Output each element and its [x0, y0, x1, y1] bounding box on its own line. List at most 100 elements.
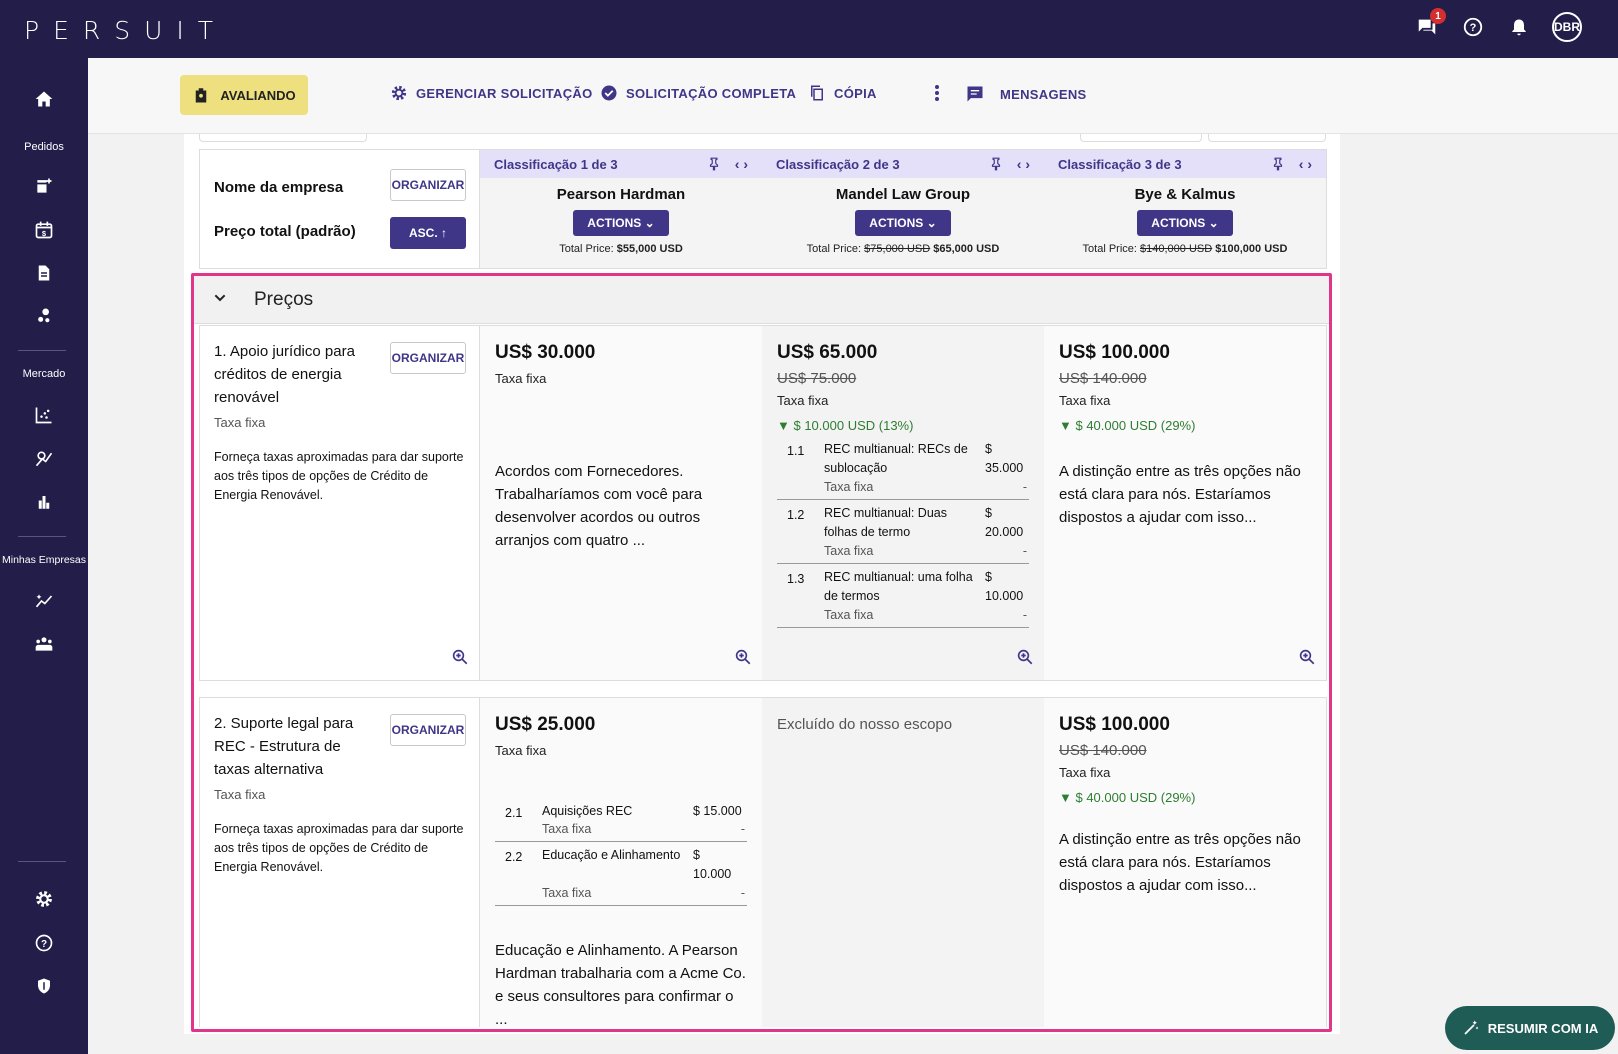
- excluded-scope-text: Excluído do nosso escopo: [777, 716, 953, 733]
- organize-company-button[interactable]: ORGANIZAR: [390, 169, 466, 201]
- firm-name[interactable]: Mandel Law Group: [835, 186, 971, 203]
- bid-price: US$ 25.000: [495, 714, 596, 735]
- sidebar-section-mercado: Mercado: [22, 368, 66, 380]
- old-price: US$ 140.000: [1059, 742, 1147, 759]
- pricing-section-header[interactable]: Preços: [194, 276, 1329, 324]
- bid-cell: US$ 100.000 US$ 140.000 Taxa fixa ▼ $ 40…: [1044, 325, 1327, 681]
- sidebar-section-empresas: Minhas Empresas: [1, 554, 87, 566]
- question-description: Forneça taxas aproximadas para dar supor…: [214, 450, 464, 502]
- message-badge: 1: [1430, 8, 1446, 24]
- firm-column-3: Classificação 3 de 3 ‹ › Bye & Kalmus AC…: [1044, 149, 1327, 269]
- sidebar-section-pedidos: Pedidos: [24, 141, 64, 153]
- bar-chart-icon[interactable]: [0, 487, 88, 517]
- rank-label: Classificação 1 de 3: [494, 156, 618, 172]
- summarize-ai-label: RESUMIR COM IA: [1487, 1020, 1599, 1036]
- team-icon[interactable]: [0, 629, 88, 659]
- network-icon[interactable]: [0, 301, 88, 331]
- organize-question-button[interactable]: ORGANIZAR: [390, 714, 466, 746]
- bid-fee-type: Taxa fixa: [1059, 393, 1111, 408]
- bid-price: US$ 100.000: [1059, 342, 1170, 363]
- pin-icon[interactable]: [1271, 156, 1285, 172]
- question-fee-type: Taxa fixa: [214, 415, 266, 430]
- total-price: Total Price: $140,000 USD $100,000 USD: [1082, 243, 1288, 255]
- complete-request-label: SOLICITAÇÃO COMPLETA: [626, 85, 797, 101]
- section-title: Preços: [254, 289, 314, 310]
- line-item: 1.2 REC multianual: Duas folhas de termo…: [777, 500, 1029, 564]
- shield-icon[interactable]: [0, 971, 88, 1001]
- sparkle-trend-icon[interactable]: [0, 586, 88, 616]
- svg-text:?: ?: [41, 939, 47, 950]
- top-bar: PERSUIT 1 ? DBR: [0, 0, 1618, 58]
- messages-button[interactable]: MENSAGENS: [964, 84, 1087, 104]
- line-item: 2.2 Educação e Alinhamento $ 10.000 Taxa…: [495, 842, 747, 906]
- messages-label: MENSAGENS: [1000, 86, 1087, 102]
- chat-icon[interactable]: 1: [1414, 8, 1446, 40]
- copy-label: CÓPIA: [834, 85, 877, 101]
- bid-fee-type: Taxa fixa: [495, 743, 547, 758]
- actions-dropdown-button[interactable]: ACTIONS ⌄: [1137, 210, 1233, 236]
- actions-dropdown-button[interactable]: ACTIONS ⌄: [573, 210, 669, 236]
- help-circle-icon[interactable]: ?: [0, 928, 88, 958]
- bid-price: US$ 65.000: [777, 342, 878, 363]
- firm-name[interactable]: Bye & Kalmus: [1134, 186, 1236, 203]
- help-icon[interactable]: ?: [1460, 14, 1486, 40]
- svg-text:?: ?: [1470, 22, 1477, 34]
- manage-request-button[interactable]: GERENCIAR SOLICITAÇÃO: [390, 84, 593, 102]
- bid-fee-type: Taxa fixa: [495, 371, 547, 386]
- document-icon[interactable]: [0, 258, 88, 288]
- total-price-label: Preço total (padrão): [214, 223, 356, 240]
- discount: ▼ $ 10.000 USD (13%): [777, 418, 914, 433]
- more-options-icon[interactable]: [934, 84, 940, 102]
- question-fee-type: Taxa fixa: [214, 787, 266, 802]
- complete-request-button[interactable]: SOLICITAÇÃO COMPLETA: [600, 84, 796, 102]
- home-icon[interactable]: [0, 84, 88, 114]
- sort-asc-button[interactable]: ASC. ↑: [390, 217, 466, 249]
- selection-highlight: [191, 273, 1332, 1032]
- persuit-logo[interactable]: PERSUIT: [24, 16, 228, 45]
- total-price: Total Price: $75,000 USD $65,000 USD: [806, 243, 1000, 255]
- discount: ▼ $ 40.000 USD (29%): [1059, 418, 1196, 433]
- code-arrows-icon[interactable]: ‹ ›: [1016, 156, 1030, 172]
- calendar-dollar-icon[interactable]: $: [0, 215, 88, 245]
- rank-label: Classificação 3 de 3: [1058, 156, 1182, 172]
- zoom-icon[interactable]: [451, 648, 469, 666]
- zoom-icon[interactable]: [734, 648, 752, 666]
- question-title: 2. Suporte legal para REC - Estrutura de…: [214, 715, 354, 778]
- code-arrows-icon[interactable]: ‹ ›: [734, 156, 748, 172]
- zoom-icon[interactable]: [1298, 648, 1316, 666]
- summarize-ai-button[interactable]: RESUMIR COM IA: [1445, 1006, 1615, 1050]
- rank-label: Classificação 2 de 3: [776, 156, 900, 172]
- bid-cell: US$ 100.000 US$ 140.000 Taxa fixa ▼ $ 40…: [1044, 697, 1327, 1027]
- question-cell-1: 1. Apoio jurídico para créditos de energ…: [199, 325, 480, 681]
- copy-button[interactable]: CÓPIA: [808, 84, 877, 102]
- status-label: AVALIANDO: [220, 87, 296, 103]
- code-arrows-icon[interactable]: ‹ ›: [1298, 156, 1312, 172]
- scatter-chart-icon[interactable]: [0, 400, 88, 430]
- bid-cell: US$ 65.000 US$ 75.000 Taxa fixa ▼ $ 10.0…: [762, 325, 1044, 681]
- request-toolbar: AVALIANDO GERENCIAR SOLICITAÇÃO SOLICITA…: [88, 58, 1618, 134]
- chevron-down-icon[interactable]: [212, 290, 228, 306]
- line-items: 2.1 Aquisições REC $ 15.000 Taxa fixa - …: [495, 798, 747, 906]
- line-item: 2.1 Aquisições REC $ 15.000 Taxa fixa -: [495, 798, 747, 842]
- status-evaluating-button[interactable]: AVALIANDO: [180, 75, 308, 115]
- analytics-search-icon[interactable]: [0, 444, 88, 474]
- bid-note: A distinção entre as três opções não est…: [1059, 831, 1301, 894]
- line-item: 1.3 REC multianual: uma folha de termos …: [777, 564, 1029, 628]
- actions-dropdown-button[interactable]: ACTIONS ⌄: [855, 210, 951, 236]
- bid-price: US$ 100.000: [1059, 714, 1170, 735]
- clipboard-status-icon: [196, 88, 207, 103]
- firm-name[interactable]: Pearson Hardman: [556, 186, 686, 203]
- pin-icon[interactable]: [707, 156, 721, 172]
- bid-note: A distinção entre as três opções não est…: [1059, 463, 1301, 526]
- organize-question-button[interactable]: ORGANIZAR: [390, 342, 466, 374]
- new-request-icon[interactable]: [0, 171, 88, 201]
- zoom-icon[interactable]: [1016, 648, 1034, 666]
- pin-icon[interactable]: [989, 156, 1003, 172]
- manage-request-label: GERENCIAR SOLICITAÇÃO: [416, 85, 593, 101]
- avatar[interactable]: DBR: [1552, 12, 1582, 42]
- sidebar: Pedidos $ Mercado Minhas Empresas ?: [0, 58, 88, 1054]
- question-description: Forneça taxas aproximadas para dar supor…: [214, 822, 464, 874]
- settings-icon[interactable]: [0, 884, 88, 914]
- bell-icon[interactable]: [1506, 14, 1532, 40]
- old-price: US$ 75.000: [777, 370, 857, 387]
